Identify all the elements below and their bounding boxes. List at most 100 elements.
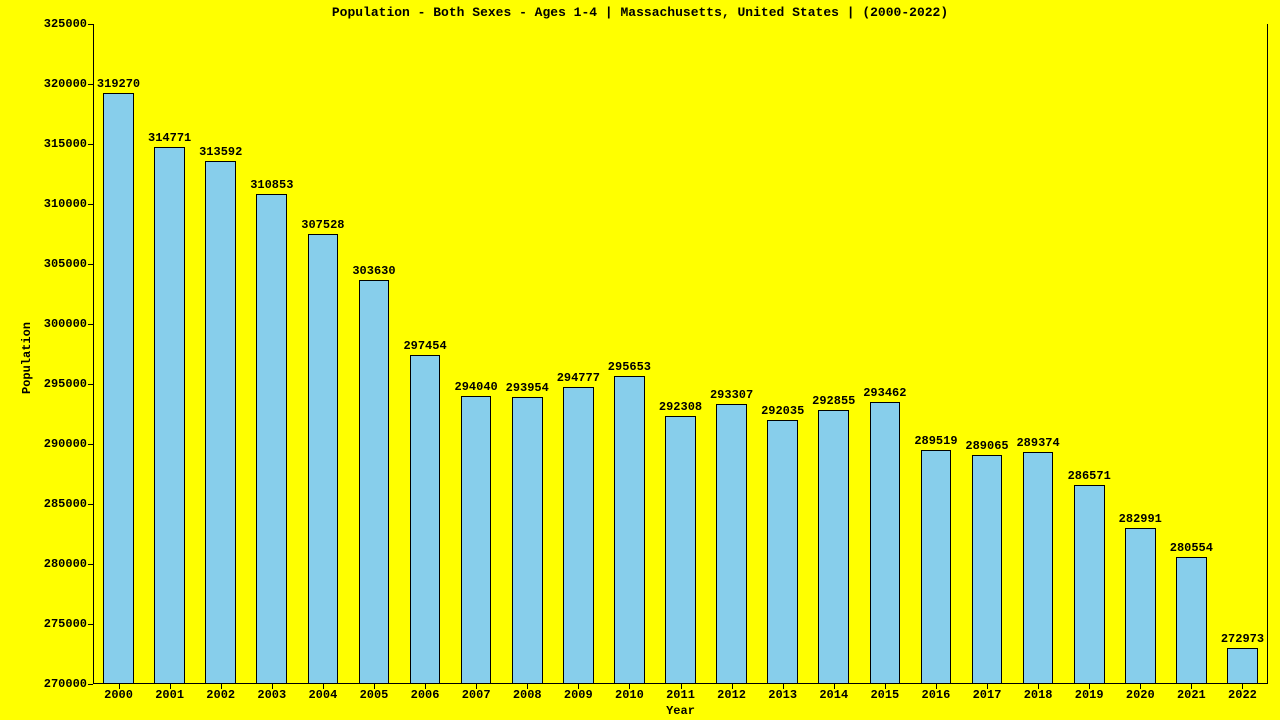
x-tick-mark [119,684,120,689]
bar-value-label: 282991 [1119,512,1162,526]
x-tick-mark [476,684,477,689]
x-tick-mark [578,684,579,689]
x-tick-mark [527,684,528,689]
y-tick-mark [88,564,93,565]
x-axis-title: Year [666,704,695,718]
bar [563,387,594,684]
y-tick-mark [88,324,93,325]
x-tick-mark [425,684,426,689]
bar-value-label: 294777 [557,371,600,385]
x-tick-mark [732,684,733,689]
bar [154,147,185,684]
bar [1227,648,1258,684]
y-tick-label: 325000 [44,17,93,31]
bar [972,455,1003,684]
bar [1023,452,1054,684]
y-tick-mark [88,504,93,505]
plot-area: 2700002750002800002850002900002950003000… [93,24,1268,684]
bar [1125,528,1156,684]
y-axis-title: Population [20,322,34,394]
x-tick-mark [1242,684,1243,689]
bar-value-label: 293462 [863,386,906,400]
x-tick-mark [1089,684,1090,689]
bar [870,402,901,684]
bar [359,280,390,684]
x-tick-mark [834,684,835,689]
x-tick-mark [629,684,630,689]
y-tick-label: 300000 [44,317,93,331]
bar [256,194,287,684]
bar-value-label: 292035 [761,404,804,418]
bar [1074,485,1105,684]
bar [665,416,696,684]
bar-value-label: 293307 [710,388,753,402]
bar [818,410,849,684]
y-tick-label: 305000 [44,257,93,271]
bar-value-label: 293954 [506,381,549,395]
y-tick-mark [88,624,93,625]
x-tick-mark [1191,684,1192,689]
y-tick-mark [88,204,93,205]
bar-value-label: 303630 [352,264,395,278]
x-tick-mark [221,684,222,689]
bar [205,161,236,684]
bar-value-label: 292855 [812,394,855,408]
bar [921,450,952,684]
x-tick-mark [885,684,886,689]
y-tick-label: 310000 [44,197,93,211]
y-tick-mark [88,84,93,85]
x-tick-mark [936,684,937,689]
bar-value-label: 289065 [965,439,1008,453]
right-axis-line [1267,24,1268,684]
bar-value-label: 295653 [608,360,651,374]
bar [512,397,543,684]
x-tick-mark [1140,684,1141,689]
bar [716,404,747,684]
y-tick-label: 275000 [44,617,93,631]
x-tick-mark [374,684,375,689]
chart-title: Population - Both Sexes - Ages 1-4 | Mas… [0,5,1280,20]
bar-value-label: 314771 [148,131,191,145]
bar-value-label: 297454 [403,339,446,353]
bar [410,355,441,684]
bar-value-label: 289374 [1016,436,1059,450]
y-tick-label: 285000 [44,497,93,511]
chart-container: Population - Both Sexes - Ages 1-4 | Mas… [0,0,1280,720]
bar-value-label: 286571 [1068,469,1111,483]
y-tick-mark [88,144,93,145]
bar [461,396,492,684]
bar-value-label: 313592 [199,145,242,159]
bar [767,420,798,684]
y-tick-mark [88,684,93,685]
bar-value-label: 307528 [301,218,344,232]
y-tick-mark [88,24,93,25]
bar [103,93,134,684]
bar-value-label: 289519 [914,434,957,448]
y-axis-line [93,24,94,684]
x-tick-mark [987,684,988,689]
bar-value-label: 292308 [659,400,702,414]
y-tick-label: 315000 [44,137,93,151]
bar-value-label: 294040 [455,380,498,394]
y-tick-mark [88,264,93,265]
x-tick-mark [323,684,324,689]
bar-value-label: 280554 [1170,541,1213,555]
x-tick-mark [1038,684,1039,689]
x-tick-mark [170,684,171,689]
bar [308,234,339,684]
x-tick-mark [681,684,682,689]
y-tick-label: 280000 [44,557,93,571]
y-tick-label: 295000 [44,377,93,391]
bar [1176,557,1207,684]
bar [614,376,645,684]
y-tick-mark [88,384,93,385]
bar-value-label: 272973 [1221,632,1264,646]
bar-value-label: 319270 [97,77,140,91]
y-tick-label: 270000 [44,677,93,691]
bar-value-label: 310853 [250,178,293,192]
x-tick-mark [272,684,273,689]
y-tick-label: 320000 [44,77,93,91]
y-tick-label: 290000 [44,437,93,451]
y-tick-mark [88,444,93,445]
x-tick-mark [783,684,784,689]
